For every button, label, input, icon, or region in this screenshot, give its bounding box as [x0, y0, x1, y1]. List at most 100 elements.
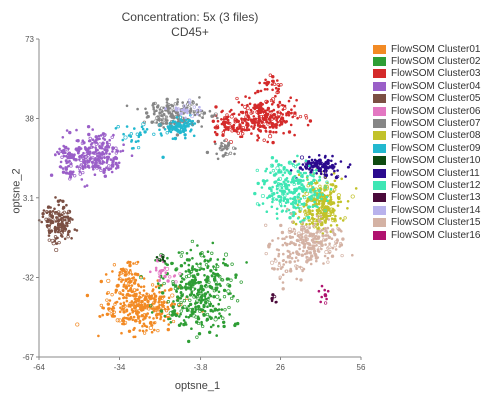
data-point-cluster01 — [150, 297, 154, 300]
data-point-cluster03 — [253, 120, 257, 124]
data-point-cluster05 — [65, 203, 68, 207]
data-point-cluster12 — [274, 159, 279, 163]
data-point-cluster06 — [168, 275, 172, 279]
data-point-cluster16 — [326, 289, 330, 293]
data-point-cluster04 — [101, 160, 104, 163]
data-point-cluster12 — [313, 192, 317, 197]
data-point-cluster01 — [141, 329, 145, 333]
data-point-cluster01 — [134, 319, 138, 323]
data-point-cluster09 — [158, 128, 161, 132]
data-point-cluster01 — [149, 320, 153, 325]
data-point-cluster15 — [304, 229, 308, 233]
data-point-cluster02 — [174, 268, 178, 272]
data-point-cluster02 — [209, 325, 213, 329]
data-point-cluster02 — [171, 262, 174, 265]
data-point-cluster03 — [265, 83, 269, 87]
legend-label: FlowSOM Cluster08 — [391, 130, 481, 142]
data-point-cluster05 — [65, 221, 69, 225]
data-point-cluster15 — [281, 287, 285, 291]
data-point-cluster07 — [171, 104, 175, 108]
data-point-cluster01 — [119, 292, 122, 295]
data-point-cluster02 — [222, 295, 227, 299]
data-point-cluster12 — [304, 159, 308, 162]
legend-label: FlowSOM Cluster09 — [391, 142, 481, 154]
data-point-cluster03 — [265, 116, 269, 119]
data-point-cluster04 — [91, 165, 95, 169]
data-point-cluster01 — [99, 303, 103, 308]
data-point-cluster03 — [276, 79, 279, 82]
data-point-cluster04 — [94, 150, 98, 153]
data-point-cluster09 — [178, 115, 183, 119]
data-point-cluster09 — [136, 145, 141, 150]
data-point-cluster04 — [78, 158, 81, 161]
data-point-cluster01 — [123, 273, 128, 277]
data-point-cluster15 — [330, 254, 335, 258]
data-point-cluster15 — [278, 261, 281, 265]
data-point-cluster03 — [237, 113, 241, 116]
data-point-cluster02 — [217, 302, 220, 306]
data-point-cluster02 — [187, 304, 190, 308]
data-point-cluster04 — [65, 148, 69, 152]
data-point-cluster12 — [287, 183, 291, 187]
data-point-cluster11 — [323, 164, 327, 168]
data-point-cluster12 — [272, 192, 276, 196]
data-point-cluster09 — [167, 127, 171, 131]
data-point-cluster02 — [213, 272, 217, 276]
data-point-cluster01 — [124, 268, 128, 273]
data-point-cluster02 — [188, 280, 192, 284]
data-point-cluster15 — [317, 240, 320, 244]
data-point-cluster15 — [298, 247, 302, 251]
data-point-cluster04 — [101, 144, 104, 147]
data-point-cluster01 — [173, 302, 176, 306]
data-point-cluster09 — [169, 130, 173, 134]
data-point-cluster04 — [110, 135, 114, 139]
data-point-cluster03 — [253, 123, 256, 127]
data-point-cluster03 — [257, 136, 261, 140]
data-point-cluster03 — [240, 103, 244, 107]
data-point-cluster03 — [248, 102, 252, 106]
data-point-cluster07 — [219, 144, 223, 148]
data-point-cluster04 — [102, 170, 106, 174]
data-point-cluster02 — [186, 286, 190, 290]
data-point-cluster09 — [179, 131, 183, 134]
data-point-cluster02 — [195, 320, 199, 324]
data-point-cluster02 — [206, 290, 210, 294]
data-point-cluster02 — [157, 286, 161, 290]
data-point-cluster04 — [77, 147, 82, 151]
legend-label: FlowSOM Cluster02 — [391, 56, 481, 68]
data-point-cluster07 — [176, 98, 179, 101]
legend-label: FlowSOM Cluster14 — [391, 204, 481, 216]
data-point-cluster09 — [171, 120, 175, 123]
data-point-cluster08 — [308, 222, 312, 226]
data-point-cluster11 — [335, 174, 340, 179]
data-point-cluster15 — [294, 256, 298, 260]
legend-swatch — [373, 143, 386, 153]
data-point-cluster05 — [57, 203, 60, 207]
data-point-cluster01 — [131, 318, 134, 322]
data-point-cluster02 — [190, 292, 193, 296]
data-point-cluster03 — [261, 108, 265, 111]
x-tick-label: -34 — [114, 363, 126, 372]
data-point-cluster03 — [248, 96, 251, 100]
data-point-cluster01 — [125, 296, 128, 300]
legend-item-cluster01: FlowSOM Cluster01 — [373, 43, 480, 55]
data-point-cluster15 — [338, 228, 342, 232]
data-point-cluster02 — [236, 321, 240, 326]
data-point-cluster05 — [49, 206, 52, 209]
data-point-cluster15 — [334, 248, 338, 251]
data-point-cluster12 — [276, 186, 280, 190]
x-tick-label: -3.8 — [194, 363, 208, 372]
data-point-cluster05 — [51, 220, 54, 224]
data-point-cluster11 — [339, 160, 343, 163]
data-point-cluster05 — [66, 211, 69, 215]
data-point-cluster12 — [311, 186, 315, 189]
data-point-cluster12 — [284, 185, 288, 188]
data-point-cluster12 — [312, 175, 315, 178]
legend-label: FlowSOM Cluster13 — [391, 192, 481, 204]
data-point-cluster03 — [274, 115, 278, 119]
data-point-cluster03 — [257, 114, 261, 118]
data-point-cluster12 — [329, 187, 333, 191]
data-point-cluster05 — [56, 199, 61, 203]
data-point-cluster02 — [213, 309, 217, 312]
data-point-cluster05 — [75, 229, 79, 232]
